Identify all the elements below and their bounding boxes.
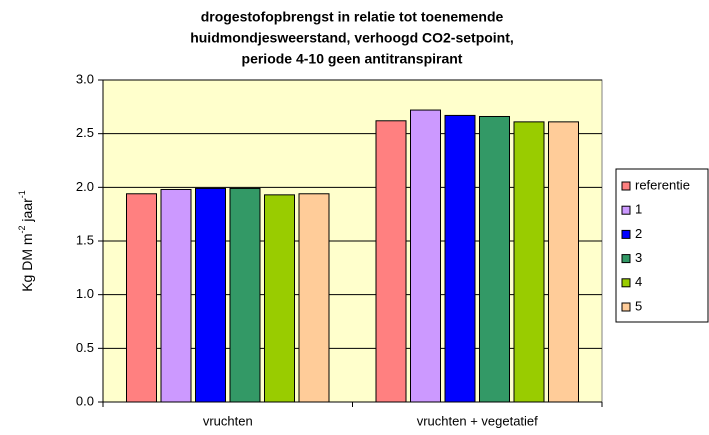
- bar: [229, 187, 261, 403]
- y-tick-label: 1.0: [76, 286, 94, 301]
- bar: [444, 114, 476, 403]
- bar: [126, 193, 157, 403]
- legend-box: [615, 168, 709, 323]
- bar: [375, 120, 407, 403]
- y-tick-label: 0.0: [76, 393, 94, 408]
- legend-swatch: [621, 205, 631, 215]
- bar: [160, 188, 192, 403]
- legend-label: referentie: [635, 177, 690, 192]
- chart-title: drogestofopbrengst in relatie tot toenem…: [201, 9, 504, 25]
- legend-label: 2: [635, 226, 642, 241]
- bar: [195, 187, 226, 403]
- bar: [548, 121, 579, 403]
- x-tick-label: vruchten: [203, 413, 253, 428]
- legend-label: 5: [635, 298, 642, 313]
- y-axis-label-part: jaar: [19, 198, 35, 226]
- y-tick-label: 2.0: [76, 179, 94, 194]
- y-axis-label-part: -1: [17, 190, 27, 198]
- legend-label: 4: [635, 274, 642, 289]
- legend-swatch: [621, 254, 631, 264]
- y-axis-label: Kg DM m-2 jaar-1: [17, 190, 34, 292]
- y-tick-label: 2.5: [76, 125, 94, 140]
- legend-swatch: [621, 278, 631, 288]
- y-axis-label-part: -2: [17, 225, 27, 233]
- bar: [298, 193, 330, 403]
- legend-swatch: [621, 229, 631, 239]
- bar: [410, 109, 441, 403]
- y-tick-label: 1.5: [76, 232, 94, 247]
- chart-title: huidmondjesweerstand, verhoogd CO2-setpo…: [190, 30, 514, 46]
- legend-swatch: [621, 181, 631, 191]
- bar: [513, 121, 545, 403]
- legend-label: 1: [635, 202, 642, 217]
- x-tick-label: vruchten + vegetatief: [417, 413, 538, 428]
- legend-label: 3: [635, 250, 642, 265]
- y-tick-label: 3.0: [76, 71, 94, 86]
- chart-title: periode 4-10 geen antitranspirant: [242, 51, 463, 67]
- bar: [264, 194, 295, 403]
- y-axis-label-part: Kg DM m: [19, 233, 35, 291]
- bar: [479, 115, 510, 403]
- legend-swatch: [621, 302, 631, 312]
- y-tick-label: 0.5: [76, 340, 94, 355]
